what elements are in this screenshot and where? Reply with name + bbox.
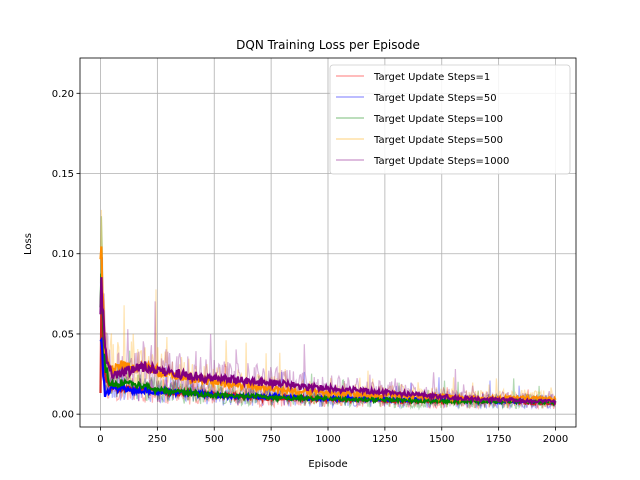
y-axis-label: Loss [23, 233, 34, 255]
x-tick-label: 1750 [486, 434, 511, 445]
y-tick-label: 0.05 [52, 329, 74, 340]
x-axis-ticks: 0 250 500 750 1000 1250 1500 1750 2000 [97, 427, 568, 445]
chart-title: DQN Training Loss per Episode [236, 38, 420, 52]
x-axis-label: Episode [308, 459, 347, 470]
legend-entry: Target Update Steps=50 [373, 93, 497, 104]
x-tick-label: 750 [262, 434, 281, 445]
y-tick-label: 0.15 [52, 169, 74, 180]
legend-entry: Target Update Steps=500 [373, 135, 503, 146]
legend-entry: Target Update Steps=100 [373, 114, 503, 125]
x-tick-label: 0 [97, 434, 103, 445]
x-tick-label: 1500 [429, 434, 454, 445]
smoothed-series-line [99, 277, 557, 406]
x-tick-label: 250 [148, 434, 167, 445]
smoothed-series-lines [99, 246, 557, 407]
legend-entry: Target Update Steps=1000 [373, 156, 509, 167]
x-tick-label: 2000 [543, 434, 568, 445]
x-tick-label: 500 [205, 434, 224, 445]
y-tick-label: 0.10 [52, 249, 74, 260]
legend-entry: Target Update Steps=1 [373, 72, 490, 83]
x-tick-label: 1000 [315, 434, 340, 445]
x-tick-label: 1250 [372, 434, 397, 445]
y-tick-label: 0.00 [52, 410, 74, 421]
legend-box [329, 64, 571, 175]
legend: Target Update Steps=1 Target Update Steps… [329, 64, 571, 175]
y-axis-ticks: 0.00 0.05 0.10 0.15 0.20 [52, 89, 80, 421]
y-tick-label: 0.20 [52, 89, 74, 100]
